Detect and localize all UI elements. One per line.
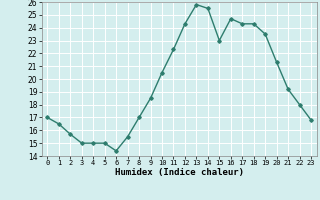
X-axis label: Humidex (Indice chaleur): Humidex (Indice chaleur) <box>115 168 244 177</box>
